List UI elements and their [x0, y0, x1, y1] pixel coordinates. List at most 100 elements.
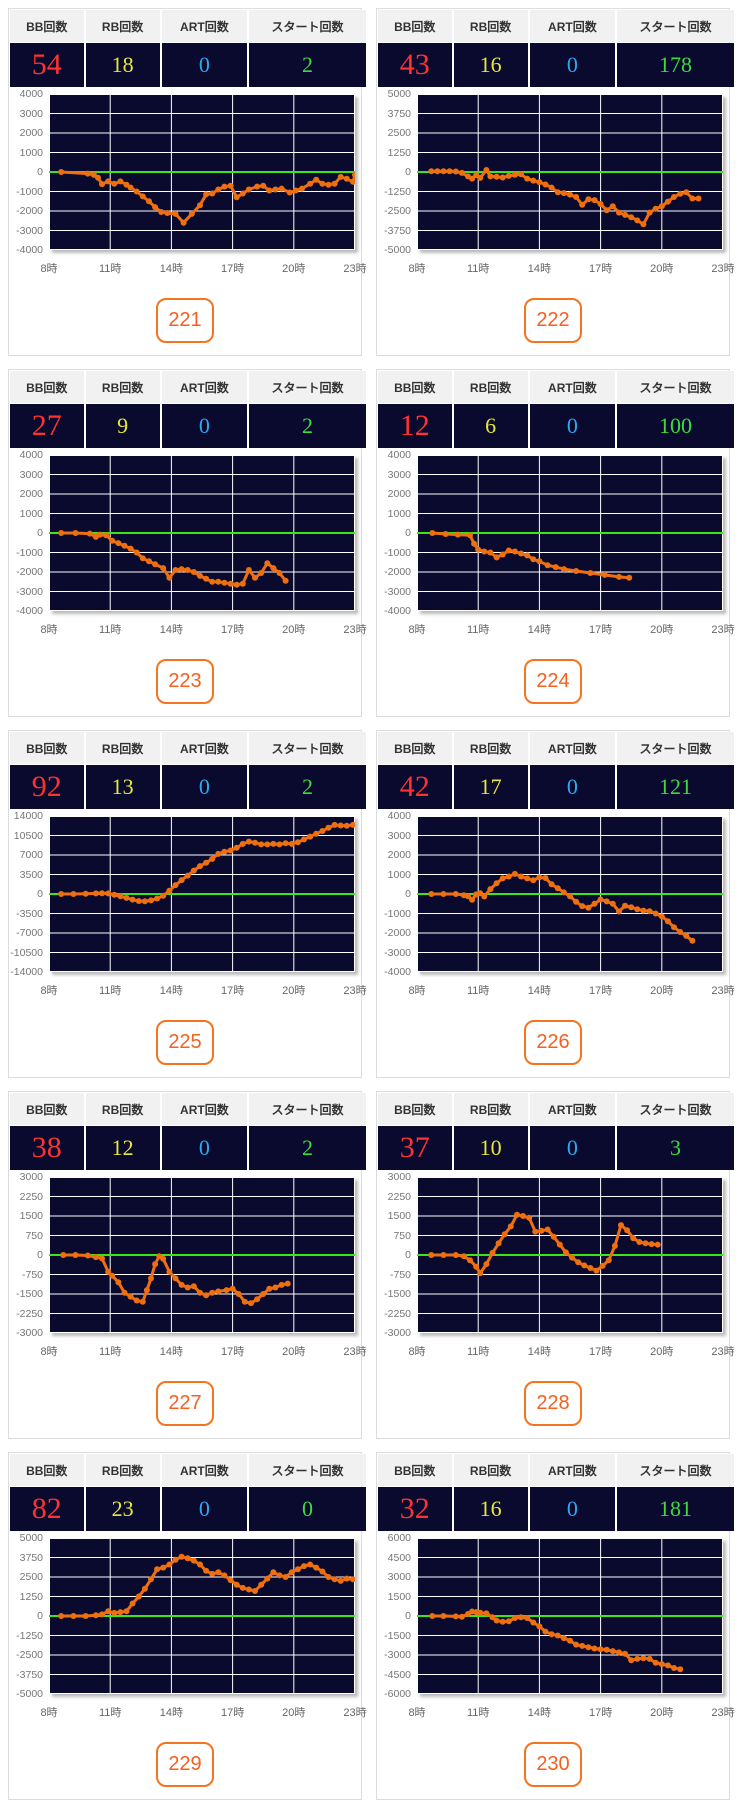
slump-chart: 4000 3000 2000 1000 0 -1000 -2000 -3000 -4000 8時 1… — [9, 449, 366, 649]
series-marker — [646, 1655, 653, 1662]
series-marker — [252, 1588, 258, 1594]
series-marker — [158, 209, 165, 215]
x-axis-tick-label: 17時 — [588, 263, 613, 275]
machine-number-badge[interactable]: 221 — [156, 298, 214, 343]
series-marker — [597, 201, 604, 207]
machine-number-badge[interactable]: 224 — [524, 659, 582, 704]
machine-number-badge[interactable]: 230 — [524, 1742, 582, 1787]
series-marker — [536, 874, 543, 881]
y-axis-tick-label: 0 — [405, 1249, 411, 1261]
series-marker — [235, 1291, 242, 1297]
series-marker — [190, 867, 197, 874]
series-marker — [313, 176, 320, 183]
series-marker — [254, 1296, 261, 1303]
x-axis-tick-label: 11時 — [466, 263, 490, 275]
y-axis-tick-label: 0 — [405, 527, 411, 539]
stat-header-start: スタート回数 — [617, 10, 734, 42]
series-marker — [560, 190, 567, 197]
machine-number-badge[interactable]: 223 — [156, 659, 214, 704]
series-marker — [190, 569, 197, 575]
x-axis-tick-label: 11時 — [98, 624, 122, 636]
series-marker — [178, 1553, 185, 1560]
y-axis-tick-label: -1500 — [384, 1629, 411, 1642]
machine-number-badge[interactable]: 227 — [156, 1381, 214, 1426]
series-marker — [221, 1572, 228, 1579]
machine-number-badge[interactable]: 228 — [524, 1381, 582, 1426]
stat-value-bb: 92 — [10, 765, 84, 809]
series-marker — [487, 549, 494, 556]
series-marker — [117, 893, 124, 900]
x-axis-tick-label: 17時 — [220, 263, 245, 275]
series-marker — [135, 1593, 142, 1600]
x-axis-tick-label: 11時 — [98, 263, 122, 275]
y-axis-tick-label: -1000 — [16, 546, 43, 559]
series-marker — [511, 548, 518, 555]
series-marker — [111, 180, 118, 187]
machine-number-row: 228 — [377, 1371, 729, 1438]
series-marker — [518, 873, 524, 880]
series-marker — [550, 1233, 557, 1240]
series-marker — [245, 567, 252, 573]
y-axis-tick-label: 1250 — [387, 146, 411, 159]
series-marker — [129, 896, 136, 903]
series-marker — [143, 1287, 150, 1294]
x-axis-tick-label: 11時 — [98, 1707, 122, 1719]
series-marker — [530, 177, 537, 184]
series-marker — [282, 577, 289, 584]
y-axis-tick-label: 3750 — [387, 107, 411, 120]
y-axis-tick-label: 0 — [37, 1610, 43, 1622]
series-marker — [276, 570, 283, 576]
series-marker — [689, 195, 696, 202]
stat-header-bb: BB回数 — [378, 371, 452, 403]
series-marker — [123, 1608, 130, 1615]
y-axis-tick-label: -2250 — [384, 1307, 411, 1320]
series-marker — [560, 889, 567, 896]
machine-number-badge[interactable]: 222 — [524, 298, 582, 343]
series-marker — [109, 537, 116, 544]
series-marker — [188, 210, 195, 217]
slump-chart: 5000 3750 2500 1250 0 -1250 -2500 -3750 -5000 8時 1… — [377, 88, 734, 288]
series-marker — [133, 549, 140, 556]
machine-number-badge[interactable]: 226 — [524, 1020, 582, 1065]
series-marker — [184, 567, 191, 573]
machine-number-row: 227 — [9, 1371, 361, 1438]
series-marker — [166, 1561, 173, 1568]
y-axis-tick-label: 3000 — [387, 468, 411, 481]
y-axis-tick-label: -3000 — [16, 224, 43, 237]
stat-header-art: ART回数 — [529, 10, 616, 42]
series-marker — [609, 900, 616, 907]
stat-value-art: 0 — [529, 43, 616, 87]
series-marker — [133, 1297, 140, 1304]
x-axis-tick-label: 17時 — [588, 1346, 613, 1358]
series-marker — [616, 573, 622, 580]
stats-table: BB回数 RB回数 ART回数 スタート回数 42 17 0 121 — [377, 731, 734, 810]
x-axis-tick-label: 14時 — [159, 985, 184, 997]
series-marker — [154, 1566, 161, 1573]
stat-value-art: 0 — [529, 765, 616, 809]
stats-table: BB回数 RB回数 ART回数 スタート回数 38 12 0 2 — [9, 1092, 366, 1171]
x-axis-tick-label: 8時 — [408, 1707, 426, 1719]
series-marker — [325, 824, 332, 831]
machine-number-row: 221 — [9, 288, 361, 355]
machine-number-row: 226 — [377, 1010, 729, 1077]
series-marker — [84, 170, 91, 177]
y-axis-tick-label: -2500 — [16, 1649, 43, 1661]
y-axis-tick-label: 2250 — [19, 1190, 43, 1203]
x-axis-tick-label: 14時 — [159, 1346, 184, 1358]
series-marker — [487, 173, 494, 180]
x-axis-tick-label: 14時 — [159, 263, 184, 275]
series-marker — [276, 841, 283, 848]
series-marker — [626, 574, 633, 581]
x-axis-tick-label: 8時 — [40, 1346, 58, 1358]
y-axis-tick-label: 1000 — [19, 146, 43, 159]
series-marker — [499, 551, 506, 558]
slump-chart: 4000 3000 2000 1000 0 -1000 -2000 -3000 -4000 8時 1… — [377, 810, 734, 1010]
machine-number-badge[interactable]: 225 — [156, 1020, 214, 1065]
series-marker — [343, 822, 350, 829]
series-marker — [258, 841, 265, 848]
machine-number-badge[interactable]: 229 — [156, 1742, 214, 1787]
y-axis-tick-label: -3750 — [16, 1668, 43, 1681]
series-marker — [215, 850, 222, 857]
stat-value-rb: 16 — [453, 1487, 528, 1531]
series-marker — [567, 191, 573, 198]
